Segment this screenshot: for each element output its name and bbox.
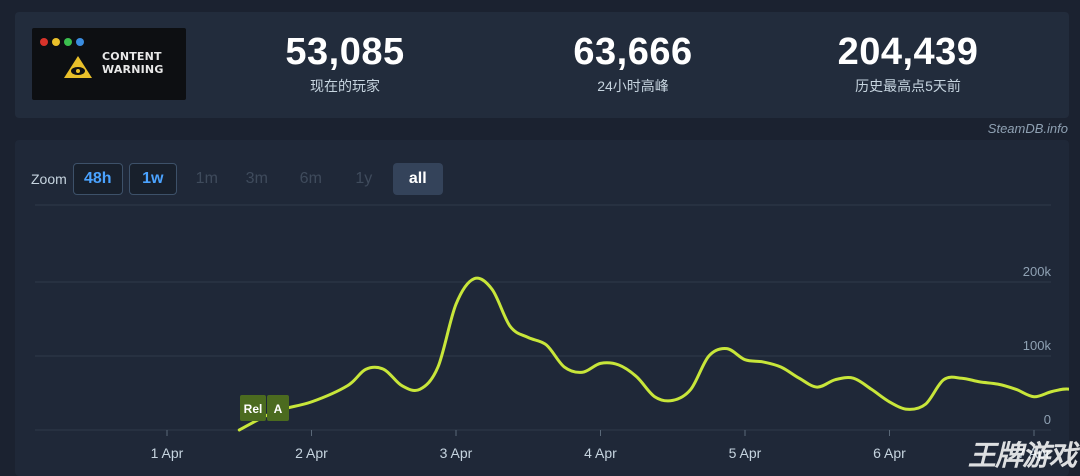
zoom-6m-button[interactable]: 6m xyxy=(299,170,322,187)
zoom-1w-button[interactable]: 1w xyxy=(128,163,177,195)
x-tick-label: 4 Apr xyxy=(584,445,617,461)
zoom-all-button[interactable]: all xyxy=(392,163,443,195)
zoom-48h-button[interactable]: 48h xyxy=(72,163,123,195)
stat-24h-peak: 63,666 24小时高峰 xyxy=(513,30,753,96)
stat-label: 现在的玩家 xyxy=(310,78,380,94)
logo-text: CONTENT WARNING xyxy=(102,50,164,76)
stat-label: 历史最高点5天前 xyxy=(855,78,961,94)
y-tick-label: 200k xyxy=(1023,264,1052,279)
stat-value: 63,666 xyxy=(573,31,693,73)
event-flag-label: Rel xyxy=(244,402,263,416)
player-count-chart[interactable]: 0 100k 200k 1 Apr 2 Apr 3 Apr 4 Apr 5 Apr 6 Apr 7… xyxy=(15,140,1069,476)
x-tick-label: 5 Apr xyxy=(729,445,762,461)
x-tick-label: 1 Apr xyxy=(151,445,184,461)
game-logo[interactable]: CONTENT WARNING xyxy=(32,28,186,100)
x-tick-label: 7 Apr xyxy=(1018,445,1051,461)
zoom-1y-button[interactable]: 1y xyxy=(355,170,373,187)
zoom-bar: Zoom 48h 1w 1m 3m 6m 1y all xyxy=(31,163,449,195)
y-tick-label: 0 xyxy=(1044,412,1051,427)
event-flag xyxy=(240,395,266,421)
event-flag-label: A xyxy=(274,402,283,416)
zoom-3m-button[interactable]: 3m xyxy=(245,170,268,187)
steamdb-credit-link[interactable]: SteamDB.info xyxy=(987,121,1068,136)
stats-card: CONTENT WARNING 53,085 现在的玩家 63,666 24小时… xyxy=(15,12,1069,118)
stat-all-time-peak: 204,439 历史最高点5天前 xyxy=(788,30,1028,96)
x-tick-label: 2 Apr xyxy=(295,445,328,461)
zoom-1m-button[interactable]: 1m xyxy=(195,170,218,187)
chart-card: Zoom 48h 1w 1m 3m 6m 1y all 0 100k 200k 1 A… xyxy=(15,140,1069,476)
stat-value: 204,439 xyxy=(837,31,979,73)
zoom-label: Zoom xyxy=(31,171,67,187)
stat-current-players: 53,085 现在的玩家 xyxy=(225,30,465,96)
x-tick-label: 6 Apr xyxy=(873,445,906,461)
players-series-line xyxy=(237,276,1069,432)
stat-label: 24小时高峰 xyxy=(597,78,669,94)
watermark: 王牌游戏 xyxy=(967,440,1077,471)
event-flag xyxy=(267,395,289,421)
x-tick-label: 3 Apr xyxy=(440,445,473,461)
warning-eye-icon xyxy=(64,56,92,78)
y-tick-label: 100k xyxy=(1023,338,1052,353)
stat-value: 53,085 xyxy=(285,31,405,73)
